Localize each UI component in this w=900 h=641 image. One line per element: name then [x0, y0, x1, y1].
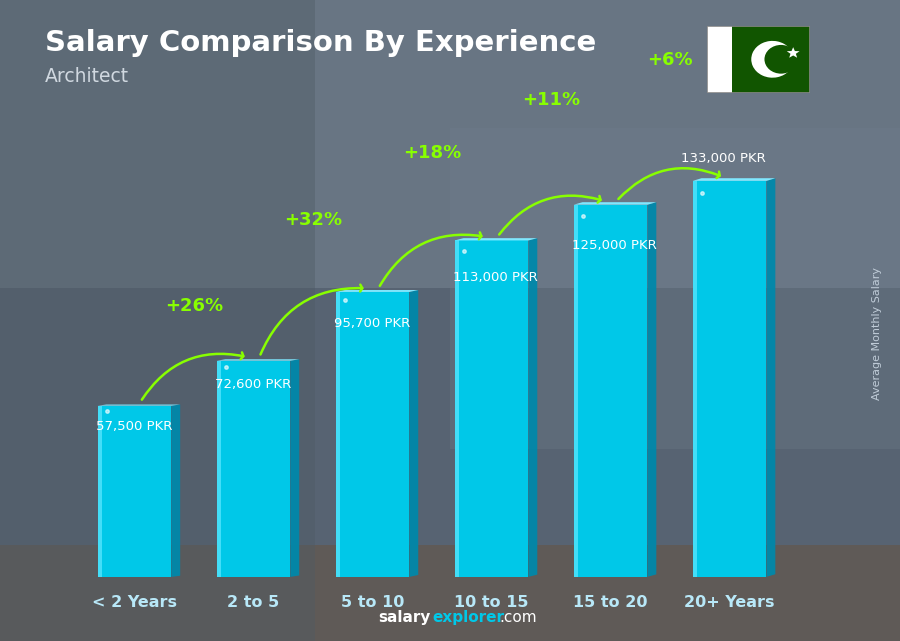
Bar — [450, 128, 900, 449]
Bar — [217, 361, 291, 577]
Text: explorer: explorer — [432, 610, 504, 625]
Polygon shape — [528, 238, 537, 577]
Polygon shape — [217, 359, 299, 361]
Bar — [733, 26, 810, 93]
Bar — [454, 240, 459, 577]
Text: +18%: +18% — [403, 144, 461, 162]
Polygon shape — [291, 359, 299, 577]
Polygon shape — [410, 290, 418, 577]
Text: 10 to 15: 10 to 15 — [454, 595, 529, 610]
Bar — [0, 0, 315, 641]
Text: salary: salary — [378, 610, 430, 625]
Polygon shape — [454, 238, 537, 240]
Text: Salary Comparison By Experience: Salary Comparison By Experience — [45, 29, 596, 57]
Text: 95,700 PKR: 95,700 PKR — [335, 317, 410, 329]
Polygon shape — [171, 404, 180, 577]
Bar — [336, 292, 340, 577]
Text: 72,600 PKR: 72,600 PKR — [215, 378, 292, 391]
Polygon shape — [767, 178, 775, 577]
Polygon shape — [336, 290, 418, 292]
Text: 5 to 10: 5 to 10 — [341, 595, 404, 610]
Circle shape — [764, 45, 797, 74]
Polygon shape — [647, 202, 656, 577]
Text: 20+ Years: 20+ Years — [684, 595, 775, 610]
Text: .com: .com — [500, 610, 537, 625]
Bar — [573, 204, 579, 577]
Text: 125,000 PKR: 125,000 PKR — [572, 239, 657, 252]
Text: +11%: +11% — [522, 92, 580, 110]
Wedge shape — [752, 41, 793, 78]
Bar — [97, 406, 103, 577]
Bar — [336, 292, 410, 577]
Text: +32%: +32% — [284, 212, 342, 229]
Text: Architect: Architect — [45, 67, 129, 87]
Polygon shape — [97, 404, 180, 406]
Bar — [573, 204, 647, 577]
Bar — [0, 0, 900, 288]
Bar — [454, 240, 528, 577]
Text: < 2 Years: < 2 Years — [92, 595, 177, 610]
Text: 133,000 PKR: 133,000 PKR — [681, 152, 766, 165]
Polygon shape — [693, 178, 775, 181]
Bar — [693, 181, 698, 577]
Text: 2 to 5: 2 to 5 — [228, 595, 280, 610]
Bar — [0, 288, 900, 545]
Bar — [97, 406, 171, 577]
Bar — [0, 545, 900, 641]
Text: 15 to 20: 15 to 20 — [573, 595, 648, 610]
Text: 113,000 PKR: 113,000 PKR — [454, 271, 538, 284]
Polygon shape — [573, 202, 656, 204]
Text: 57,500 PKR: 57,500 PKR — [96, 420, 173, 433]
Polygon shape — [787, 47, 799, 58]
Bar — [217, 361, 221, 577]
Text: +6%: +6% — [647, 51, 693, 69]
Bar — [706, 26, 733, 93]
Text: +26%: +26% — [165, 297, 223, 315]
Text: Average Monthly Salary: Average Monthly Salary — [872, 267, 883, 400]
Bar — [693, 181, 767, 577]
